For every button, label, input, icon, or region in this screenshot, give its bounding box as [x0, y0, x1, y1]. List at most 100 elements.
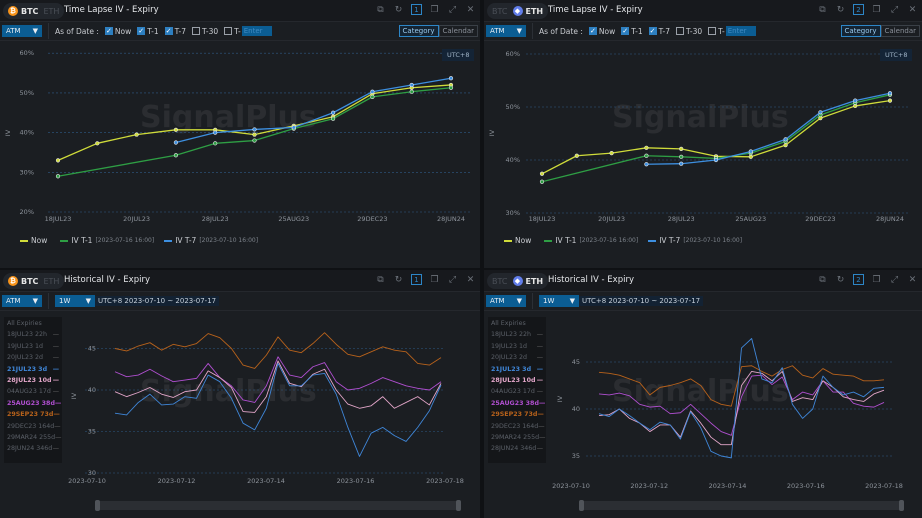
checkbox-t-1[interactable]: ✓ T-1: [137, 27, 159, 36]
window-number[interactable]: 1: [411, 274, 422, 285]
atm-dropdown[interactable]: ATM ▼: [2, 295, 42, 307]
data-point[interactable]: [574, 153, 579, 158]
checkbox-t-7[interactable]: ✓ T-7: [648, 27, 670, 36]
data-point[interactable]: [252, 138, 257, 143]
data-point[interactable]: [748, 149, 753, 154]
data-point[interactable]: [644, 153, 649, 158]
data-point[interactable]: [783, 143, 788, 148]
expiry-item[interactable]: 29SEP23 73d —: [7, 411, 60, 422]
data-point[interactable]: [644, 145, 649, 150]
coin-toggle[interactable]: BTC ◆ ETH: [487, 3, 549, 19]
checkbox-t-30[interactable]: T-30: [675, 27, 702, 36]
expiry-item[interactable]: 28JUN24 346d —: [491, 445, 543, 456]
checkbox-checked-icon[interactable]: ✓: [104, 27, 113, 35]
checkbox-empty-icon[interactable]: [708, 27, 717, 35]
coin-option-eth[interactable]: ETH: [43, 277, 59, 286]
calendar-button[interactable]: Calendar: [880, 25, 920, 37]
data-point[interactable]: [539, 179, 545, 184]
slider-handle-start[interactable]: [95, 500, 100, 511]
data-point[interactable]: [173, 140, 178, 145]
expiry-item[interactable]: 18JUL23 22h —: [491, 331, 543, 342]
data-point[interactable]: [252, 127, 257, 132]
data-point[interactable]: [331, 110, 336, 115]
expiry-item[interactable]: 29DEC23 164d —: [491, 423, 545, 434]
atm-dropdown[interactable]: ATM ▼: [486, 25, 526, 37]
expiry-item[interactable]: 20JUL23 2d —: [7, 354, 59, 365]
copy-icon[interactable]: ❐: [430, 5, 439, 15]
data-point[interactable]: [887, 91, 893, 96]
checkbox-t-30[interactable]: T-30: [191, 27, 218, 36]
external-link-icon[interactable]: ⧉: [819, 5, 826, 15]
checkbox-t-1[interactable]: ✓ T-1: [621, 27, 643, 36]
external-link-icon[interactable]: ⧉: [377, 275, 384, 285]
data-point[interactable]: [173, 127, 178, 132]
coin-option-btc[interactable]: ₿ BTC: [8, 6, 38, 16]
external-link-icon[interactable]: ⧉: [377, 5, 384, 15]
expiry-item[interactable]: All Expiries: [7, 320, 59, 331]
category-button[interactable]: Category: [398, 25, 439, 37]
window-number[interactable]: 2: [853, 4, 864, 15]
expiry-item[interactable]: 21JUL23 3d —: [491, 366, 543, 377]
time-range-slider[interactable]: [579, 500, 904, 511]
data-point[interactable]: [370, 89, 375, 94]
expiry-item[interactable]: 29MAR24 255d —: [7, 434, 61, 445]
expiry-item[interactable]: 29SEP23 73d —: [491, 411, 544, 422]
t-days-input[interactable]: Enter: [241, 26, 272, 36]
checkbox-empty-icon[interactable]: [191, 27, 200, 35]
checkbox-t-[interactable]: T-: [224, 27, 241, 36]
refresh-icon[interactable]: ↻: [836, 5, 845, 15]
coin-option-eth[interactable]: ◆ ETH: [512, 6, 543, 16]
expiry-item[interactable]: 28JUN24 346d —: [7, 445, 59, 456]
data-point[interactable]: [609, 151, 614, 156]
coin-option-eth[interactable]: ETH: [43, 7, 59, 16]
data-point[interactable]: [409, 82, 414, 88]
data-point[interactable]: [252, 132, 257, 137]
data-point[interactable]: [644, 162, 649, 167]
window-number[interactable]: 2: [853, 274, 864, 285]
checkbox-checked-icon[interactable]: ✓: [648, 27, 657, 35]
window-number[interactable]: 1: [411, 4, 422, 15]
checkbox-checked-icon[interactable]: ✓: [588, 27, 597, 35]
close-icon[interactable]: ✕: [908, 5, 917, 15]
data-point[interactable]: [713, 157, 719, 163]
data-point[interactable]: [213, 141, 218, 146]
refresh-icon[interactable]: ↻: [394, 275, 403, 285]
refresh-icon[interactable]: ↻: [394, 5, 403, 15]
data-point[interactable]: [679, 154, 684, 159]
expand-icon[interactable]: ⤢: [890, 5, 899, 15]
legend-item[interactable]: IV T-1 [2023-07-16 16:00]: [544, 236, 638, 245]
data-point[interactable]: [331, 116, 336, 121]
data-point[interactable]: [291, 125, 296, 130]
checkbox-empty-icon[interactable]: [675, 27, 684, 35]
data-point[interactable]: [679, 146, 684, 151]
expiry-item[interactable]: 18JUL23 22h —: [7, 331, 59, 342]
copy-icon[interactable]: ❐: [872, 275, 881, 285]
data-point[interactable]: [134, 132, 139, 137]
refresh-icon[interactable]: ↻: [836, 275, 845, 285]
expiry-item[interactable]: 19JUL23 1d —: [7, 343, 59, 354]
data-point[interactable]: [448, 76, 454, 81]
checkbox-checked-icon[interactable]: ✓: [164, 27, 173, 35]
expiry-item[interactable]: 20JUL23 2d —: [491, 354, 543, 365]
coin-toggle[interactable]: ₿ BTC ETH: [3, 273, 65, 289]
expiry-item[interactable]: 19JUL23 1d —: [491, 343, 543, 354]
expiry-item[interactable]: 29DEC23 164d —: [7, 423, 61, 434]
coin-option-btc[interactable]: BTC: [492, 7, 508, 16]
checkbox-now[interactable]: ✓ Now: [104, 27, 131, 36]
data-point[interactable]: [679, 161, 684, 166]
data-point[interactable]: [748, 154, 753, 159]
copy-icon[interactable]: ❐: [872, 5, 881, 15]
data-point[interactable]: [55, 174, 61, 179]
period-dropdown[interactable]: 1W ▼: [539, 295, 579, 307]
slider-handle-end[interactable]: [899, 500, 904, 511]
expiry-item[interactable]: 28JUL23 10d —: [7, 377, 59, 388]
expiry-item[interactable]: 04AUG23 17d —: [491, 388, 543, 399]
checkbox-checked-icon[interactable]: ✓: [137, 27, 146, 35]
external-link-icon[interactable]: ⧉: [819, 275, 826, 285]
checkbox-now[interactable]: ✓ Now: [588, 27, 615, 36]
checkbox-empty-icon[interactable]: [224, 27, 233, 35]
data-point[interactable]: [539, 171, 545, 176]
coin-option-eth[interactable]: ◆ ETH: [512, 276, 543, 286]
expand-icon[interactable]: ⤢: [890, 275, 899, 285]
data-point[interactable]: [55, 158, 61, 163]
